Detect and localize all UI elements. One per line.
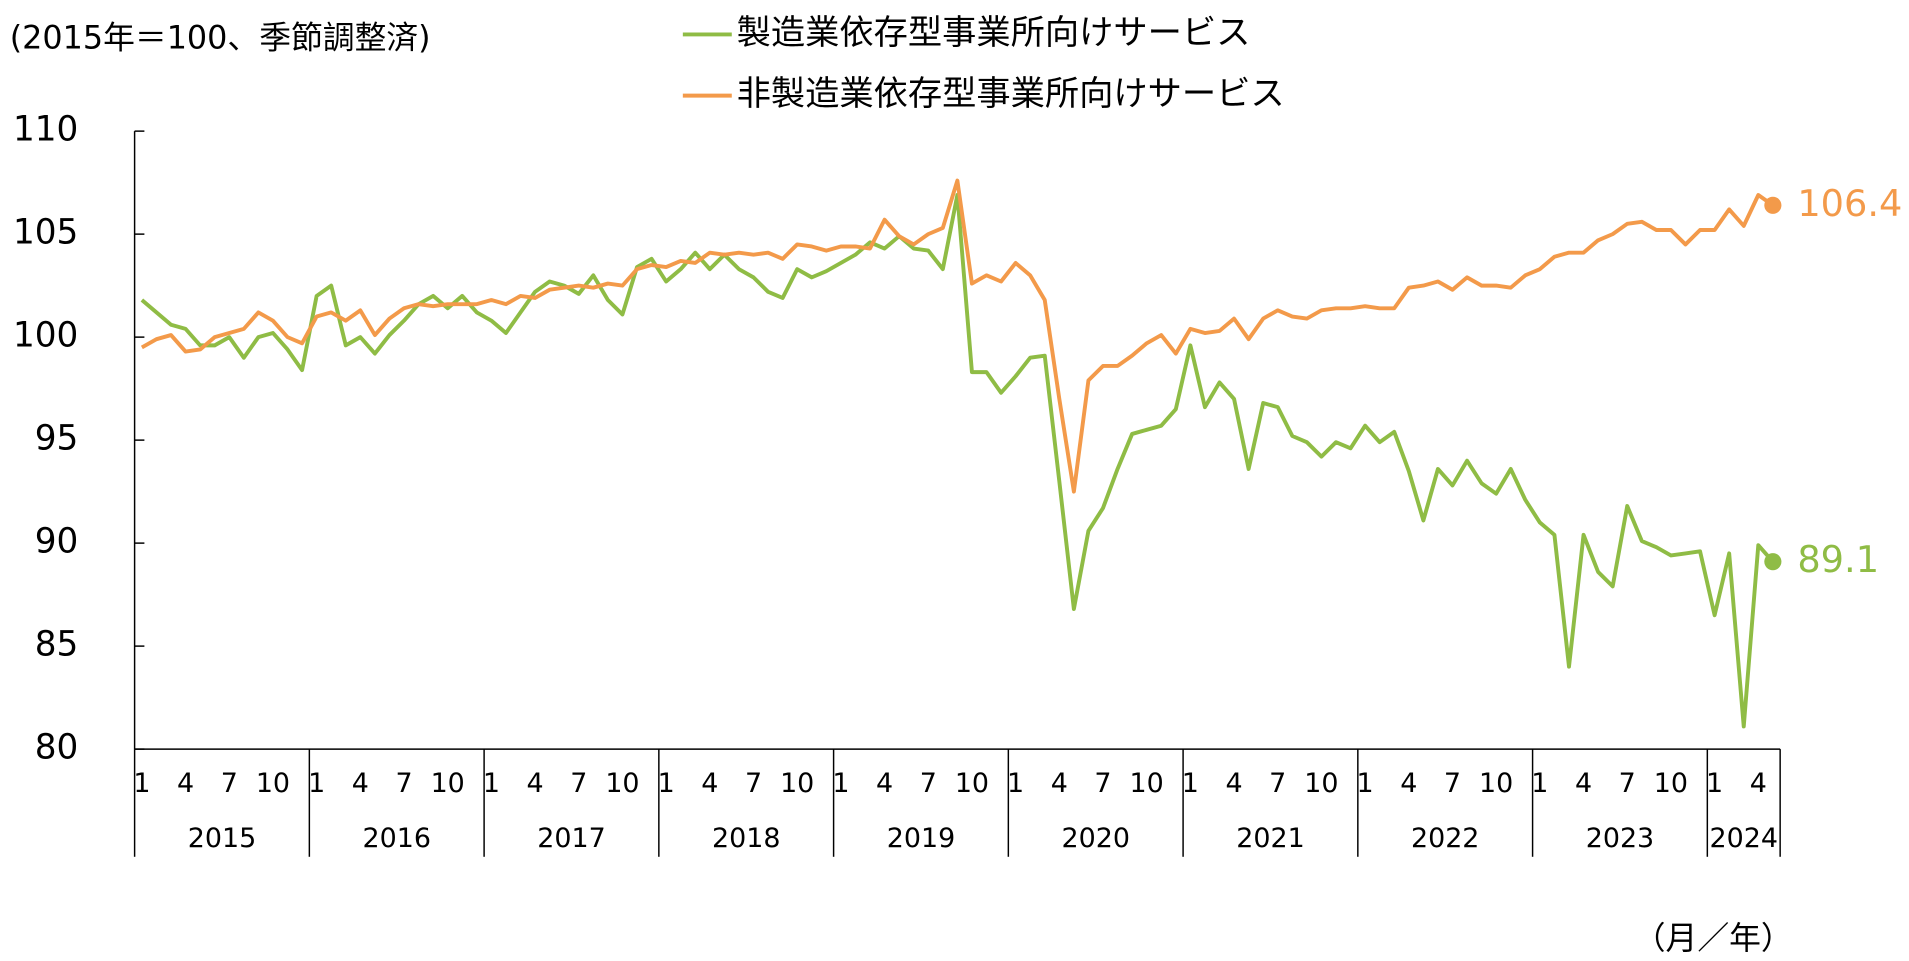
x-tick-label: 1 [483, 768, 500, 799]
x-tick-label: 1 [1706, 768, 1723, 799]
x-tick-label: 7 [221, 768, 238, 799]
year-label: 2018 [712, 823, 780, 854]
series-line [140, 193, 1775, 729]
year-label: 2021 [1236, 823, 1304, 854]
x-tick-label: 4 [1051, 768, 1068, 799]
x-tick-label: 10 [256, 768, 290, 799]
end-point [1764, 196, 1782, 214]
y-tick-label: 85 [35, 625, 79, 665]
y-axis-label: (2015年＝100、季節調整済) [10, 18, 431, 56]
x-tick-label: 10 [1130, 768, 1164, 799]
y-tick-label: 90 [35, 522, 79, 562]
x-tick-label: 10 [780, 768, 814, 799]
x-tick-label: 4 [1750, 768, 1767, 799]
x-tick-label: 7 [570, 768, 587, 799]
x-tick-label: 4 [1575, 768, 1592, 799]
x-tick-label: 1 [308, 768, 325, 799]
end-value-label: 89.1 [1797, 538, 1879, 581]
x-tick-label: 7 [920, 768, 937, 799]
x-tick-label: 4 [527, 768, 544, 799]
x-tick-label: 4 [1225, 768, 1242, 799]
x-tick-label: 1 [1357, 768, 1374, 799]
x-tick-label: 10 [955, 768, 989, 799]
year-label: 2023 [1586, 823, 1654, 854]
x-tick-label: 1 [658, 768, 675, 799]
x-tick-label: 1 [1531, 768, 1548, 799]
x-tick-label: 10 [1479, 768, 1513, 799]
year-label: 2024 [1709, 823, 1777, 854]
x-tick-label: 7 [1094, 768, 1111, 799]
y-tick-label: 100 [13, 316, 78, 356]
x-tick-label: 7 [1619, 768, 1636, 799]
x-tick-label: 1 [1182, 768, 1199, 799]
year-label: 2020 [1061, 823, 1129, 854]
year-label: 2019 [887, 823, 955, 854]
year-label: 2015 [188, 823, 256, 854]
x-axis-label: （月／年） [1634, 919, 1793, 957]
x-tick-label: 1 [1007, 768, 1024, 799]
year-label: 2022 [1411, 823, 1479, 854]
y-tick-label: 95 [35, 419, 79, 459]
end-point [1764, 553, 1782, 571]
x-tick-label: 1 [133, 768, 150, 799]
x-tick-label: 4 [177, 768, 194, 799]
legend-label: 製造業依存型事業所向けサービス [737, 13, 1251, 53]
x-tick-label: 7 [1269, 768, 1286, 799]
x-tick-label: 7 [395, 768, 412, 799]
end-value-label: 106.4 [1797, 182, 1902, 225]
x-tick-label: 7 [1444, 768, 1461, 799]
x-tick-label: 4 [876, 768, 893, 799]
x-tick-label: 10 [605, 768, 639, 799]
x-tick-label: 10 [431, 768, 465, 799]
x-tick-label: 10 [1304, 768, 1338, 799]
x-tick-label: 1 [832, 768, 849, 799]
y-tick-label: 80 [35, 728, 79, 768]
year-label: 2017 [537, 823, 605, 854]
x-tick-label: 7 [745, 768, 762, 799]
year-label: 2016 [362, 823, 430, 854]
x-tick-label: 4 [701, 768, 718, 799]
x-tick-label: 4 [1400, 768, 1417, 799]
y-tick-label: 105 [13, 213, 78, 253]
x-tick-label: 4 [352, 768, 369, 799]
x-tick-label: 10 [1654, 768, 1688, 799]
series-line [140, 178, 1774, 494]
legend-label: 非製造業依存型事業所向けサービス [737, 74, 1285, 114]
y-tick-label: 110 [13, 110, 78, 150]
